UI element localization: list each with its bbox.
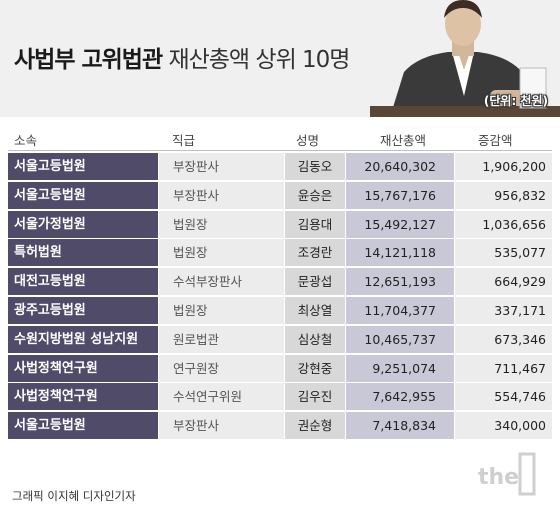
cell-pos: 수석연구위원: [159, 383, 284, 411]
cell-org: 광주고등법원: [8, 297, 158, 324]
table-row: 수원지방법원 성남지원 원로법관 심상철 10,465,737 673,346: [8, 325, 552, 353]
cell-org: 특허법원: [8, 239, 158, 267]
chart-title: 사법부 고위법관 재산총액 상위 10명: [14, 40, 350, 74]
cell-pos: 수석부장판사: [159, 268, 284, 296]
cell-pos: 부장판사: [159, 181, 284, 209]
table-row: 특허법원 법원장 조경란 14,121,118 535,077: [8, 239, 552, 267]
column-header-position: 직급: [172, 133, 196, 148]
table-row: 서울가정법원 법원장 김용대 15,492,127 1,036,656: [8, 210, 552, 238]
cell-chg: 1,036,656: [455, 210, 552, 238]
cell-org: 서울고등법원: [8, 181, 158, 209]
column-header-org: 소속: [14, 133, 38, 148]
cell-pos: 연구원장: [159, 354, 284, 382]
cell-pos: 부장판사: [159, 412, 284, 440]
cell-org: 대전고등법원: [8, 268, 158, 296]
table-row: 서울고등법원 부장판사 권순형 7,418,834 340,000: [8, 412, 552, 440]
header-divider: [8, 150, 552, 151]
cell-total: 12,651,193: [346, 268, 454, 296]
cell-org: 서울고등법원: [8, 412, 158, 440]
table-row: 서울고등법원 부장판사 김동오 20,640,302 1,906,200: [8, 153, 552, 180]
cell-pos: 법원장: [159, 210, 284, 238]
table-row: 사법정책연구원 연구원장 강현중 9,251,074 711,467: [8, 354, 552, 382]
cell-name: 조경란: [285, 239, 345, 267]
cell-name: 윤승은: [285, 181, 345, 209]
table-row: 대전고등법원 수석부장판사 문광섭 12,651,193 664,929: [8, 268, 552, 296]
judge-illustration: [370, 0, 560, 117]
cell-org: 서울가정법원: [8, 210, 158, 238]
cell-pos: 법원장: [159, 297, 284, 324]
cell-name: 강현중: [285, 354, 345, 382]
cell-name: 김우진: [285, 383, 345, 411]
cell-pos: 부장판사: [159, 153, 284, 180]
cell-total: 9,251,074: [346, 354, 454, 382]
title-light: 재산총액 상위 10명: [168, 47, 350, 73]
cell-name: 문광섭: [285, 268, 345, 296]
logo-text: the: [478, 465, 519, 490]
cell-total: 20,640,302: [346, 153, 454, 180]
column-header-total: 재산총액: [380, 133, 427, 148]
unit-label: (단위: 천원): [483, 94, 548, 108]
cell-chg: 337,171: [455, 297, 552, 324]
column-header-name: 성명: [296, 133, 320, 148]
table-row: 서울고등법원 부장판사 윤승은 15,767,176 956,832: [8, 181, 552, 209]
cell-name: 김용대: [285, 210, 345, 238]
cell-chg: 340,000: [455, 412, 552, 440]
table-row: 광주고등법원 법원장 최상열 11,704,377 337,171: [8, 297, 552, 324]
cell-chg: 956,832: [455, 181, 552, 209]
cell-chg: 535,077: [455, 239, 552, 267]
table-row: 사법정책연구원 수석연구위원 김우진 7,642,955 554,746: [8, 383, 552, 411]
cell-pos: 원로법관: [159, 325, 284, 353]
graphic-credit: 그래픽 이지혜 디자인기자: [12, 489, 136, 503]
cell-chg: 711,467: [455, 354, 552, 382]
cell-chg: 664,929: [455, 268, 552, 296]
cell-org: 사법정책연구원: [8, 383, 158, 411]
the-logo: the: [478, 452, 536, 496]
cell-total: 14,121,118: [346, 239, 454, 267]
cell-total: 11,704,377: [346, 297, 454, 324]
cell-total: 10,465,737: [346, 325, 454, 353]
cell-name: 최상열: [285, 297, 345, 324]
cell-chg: 1,906,200: [455, 153, 552, 180]
cell-name: 심상철: [285, 325, 345, 353]
header-banner: 사법부 고위법관 재산총액 상위 10명 (단위: 천원): [0, 0, 560, 117]
cell-total: 15,492,127: [346, 210, 454, 238]
cell-chg: 554,746: [455, 383, 552, 411]
cell-chg: 673,346: [455, 325, 552, 353]
cell-name: 김동오: [285, 153, 345, 180]
cell-total: 15,767,176: [346, 181, 454, 209]
title-bold: 사법부 고위법관: [14, 47, 163, 73]
cell-org: 서울고등법원: [8, 153, 158, 180]
cell-org: 수원지방법원 성남지원: [8, 325, 158, 353]
cell-total: 7,418,834: [346, 412, 454, 440]
cell-total: 7,642,955: [346, 383, 454, 411]
cell-name: 권순형: [285, 412, 345, 440]
column-header-change: 증감액: [478, 133, 513, 148]
cell-pos: 법원장: [159, 239, 284, 267]
cell-org: 사법정책연구원: [8, 354, 158, 382]
